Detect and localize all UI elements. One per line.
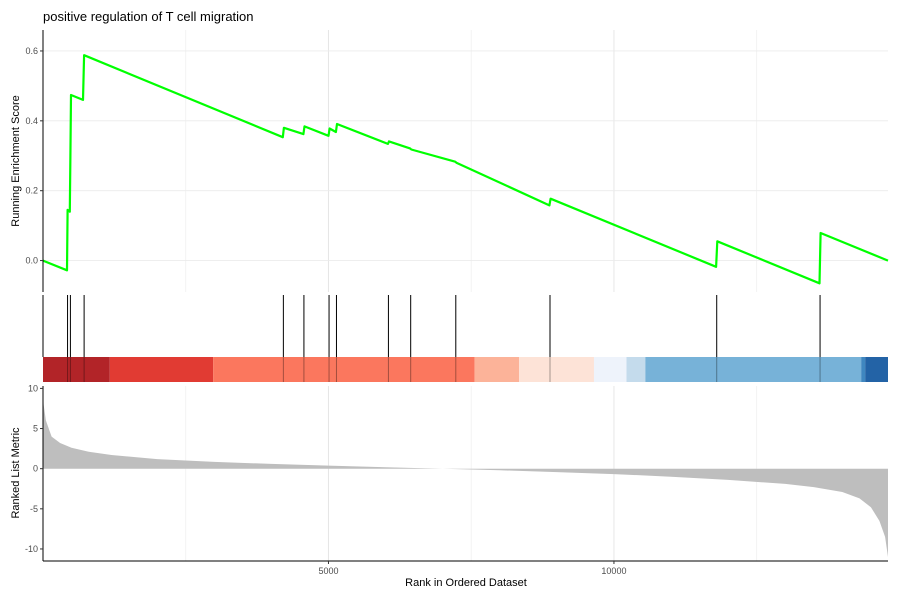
x-tick-label: 5000 [318, 566, 338, 576]
rank-color-segment [43, 357, 110, 382]
enrichment-y-tick-label: 0.4 [25, 116, 38, 126]
x-tick-label: 10000 [601, 566, 626, 576]
rank-color-segment [519, 357, 594, 382]
rank-color-segment [861, 357, 866, 382]
ranked-list-area [43, 386, 888, 557]
ranked-y-axis-title: Ranked List Metric [10, 427, 22, 519]
enrichment-y-tick-label: 0.0 [25, 256, 38, 266]
rank-color-segment [474, 357, 520, 382]
rank-color-segment [109, 357, 214, 382]
ranked-y-tick-label: 0 [33, 464, 38, 474]
rank-color-segment [593, 357, 627, 382]
running-enrichment-line [42, 54, 889, 285]
enrichment-y-tick-label: 0.6 [25, 46, 38, 56]
ranked-y-tick-label: 10 [28, 383, 38, 393]
ranked-y-tick-label: 5 [33, 424, 38, 434]
rank-color-segment [626, 357, 646, 382]
enrichment-y-tick-label: 0.2 [25, 186, 38, 196]
grid-layer [43, 30, 888, 561]
x-axis-title: Rank in Ordered Dataset [405, 577, 527, 589]
rank-color-segment [865, 357, 888, 382]
chart-title: positive regulation of T cell migration [43, 9, 254, 24]
rank-color-segment [213, 357, 475, 382]
rank-color-segment [645, 357, 862, 382]
ranked-y-tick-label: -5 [30, 504, 38, 514]
ranked-y-tick-label: -10 [25, 544, 38, 554]
enrichment-y-axis-title: Running Enrichment Score [10, 95, 22, 226]
